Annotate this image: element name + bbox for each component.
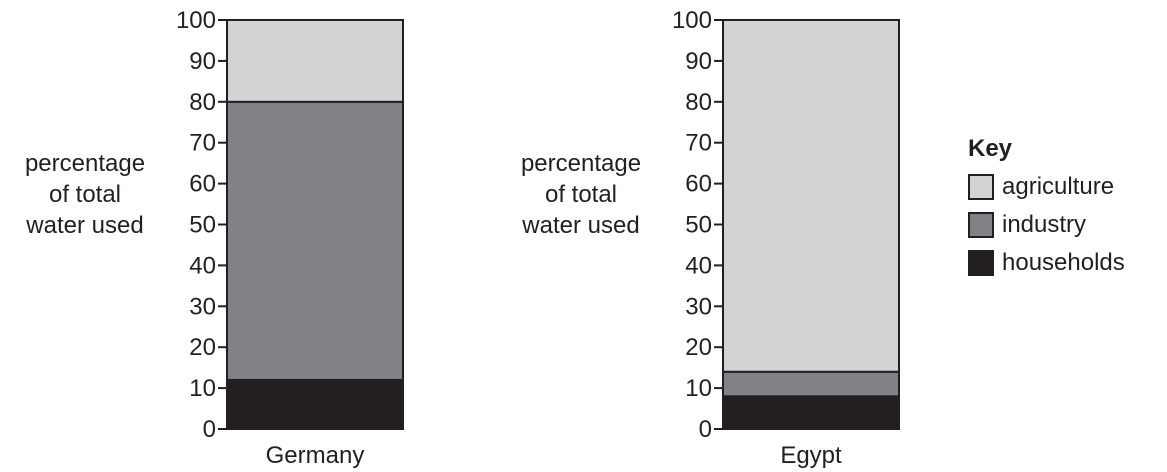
y-tick-label-germany: 100 bbox=[176, 7, 216, 34]
y-tick-label-germany: 30 bbox=[189, 293, 216, 320]
y-tick-label-egypt: 0 bbox=[699, 416, 712, 443]
bar-segment-germany-industry bbox=[226, 100, 404, 381]
y-axis-label-line: percentage bbox=[24, 150, 146, 177]
legend-item-agriculture: agriculture bbox=[968, 170, 1125, 204]
y-tick-label-egypt: 50 bbox=[685, 212, 712, 239]
y-tick-label-germany: 70 bbox=[189, 130, 216, 157]
y-tick-label-germany: 0 bbox=[203, 416, 216, 443]
legend-label-households: households bbox=[1002, 249, 1125, 276]
y-axis-label-germany: percentage of total water used bbox=[0, 148, 170, 241]
y-axis-label-line: of total bbox=[544, 181, 618, 208]
y-tick-label-egypt: 60 bbox=[685, 171, 712, 198]
legend: Key agriculture industry households bbox=[968, 134, 1125, 284]
legend-item-households: households bbox=[968, 246, 1125, 280]
y-tick-label-germany: 20 bbox=[189, 334, 216, 361]
y-tick-label-egypt: 20 bbox=[685, 334, 712, 361]
legend-swatch-households bbox=[968, 250, 994, 276]
y-tick-label-germany: 10 bbox=[189, 375, 216, 402]
bar-segment-egypt-agriculture bbox=[722, 19, 900, 373]
y-tick-label-germany: 60 bbox=[189, 171, 216, 198]
y-tick-label-egypt: 70 bbox=[685, 130, 712, 157]
bar-segment-germany-agriculture bbox=[226, 19, 404, 103]
x-category-label-egypt: Egypt bbox=[780, 442, 842, 469]
y-tick-label-egypt: 80 bbox=[685, 89, 712, 116]
y-tick-label-egypt: 90 bbox=[685, 48, 712, 75]
y-tick-label-egypt: 40 bbox=[685, 252, 712, 279]
y-tick-label-germany: 80 bbox=[189, 89, 216, 116]
legend-label-industry: industry bbox=[1002, 211, 1087, 238]
bar-segment-egypt-industry bbox=[722, 370, 900, 398]
legend-item-industry: industry bbox=[968, 208, 1125, 242]
bar-segment-egypt-households bbox=[722, 395, 900, 430]
y-tick-label-egypt: 100 bbox=[672, 7, 712, 34]
y-tick-label-egypt: 30 bbox=[685, 293, 712, 320]
y-axis-label-egypt: percentage of total water used bbox=[496, 148, 666, 241]
y-tick-label-egypt: 10 bbox=[685, 375, 712, 402]
legend-title: Key bbox=[968, 135, 1013, 162]
y-axis-label-line: percentage bbox=[520, 150, 642, 177]
y-tick-label-germany: 90 bbox=[189, 48, 216, 75]
legend-swatch-industry bbox=[968, 212, 994, 238]
y-axis-label-line: of total bbox=[48, 181, 122, 208]
x-category-label-germany: Germany bbox=[266, 442, 365, 469]
y-tick-label-germany: 40 bbox=[189, 252, 216, 279]
bar-segment-germany-households bbox=[226, 378, 404, 431]
y-axis-label-line: water used bbox=[26, 212, 144, 239]
y-axis-label-line: water used bbox=[522, 212, 640, 239]
legend-swatch-agriculture bbox=[968, 174, 994, 200]
y-tick-label-germany: 50 bbox=[189, 212, 216, 239]
legend-label-agriculture: agriculture bbox=[1002, 173, 1115, 200]
